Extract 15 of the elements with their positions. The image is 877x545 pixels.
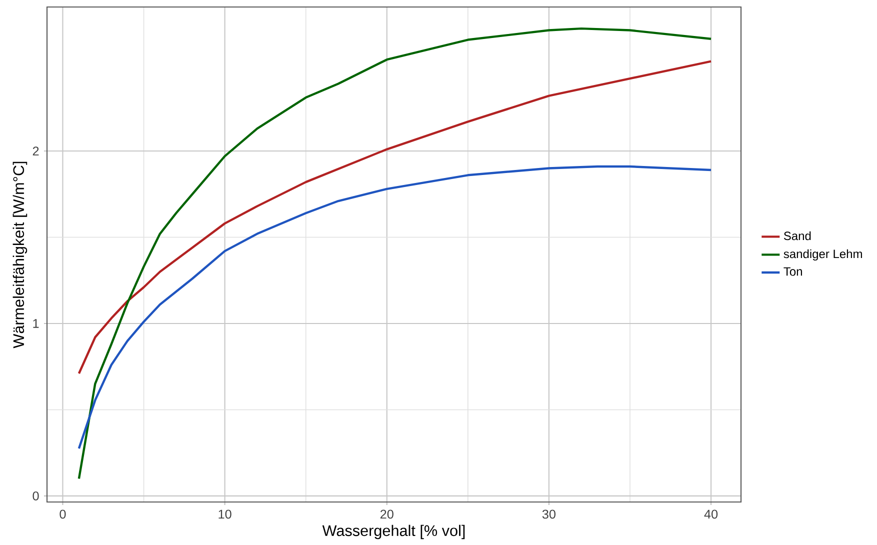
- line-series: [78, 165, 712, 450]
- x-tick-label: 10: [218, 510, 232, 519]
- x-axis-title: Wassergehalt [% vol]: [322, 524, 465, 540]
- x-tick-label: 40: [704, 510, 718, 519]
- x-tick-label: 20: [380, 510, 394, 519]
- legend-label: sandiger Lehm: [784, 249, 862, 261]
- line-series: [78, 27, 712, 480]
- x-tick-label: 0: [60, 510, 66, 519]
- y-tick-label: 1: [33, 319, 39, 328]
- legend-label: Ton: [784, 267, 802, 276]
- y-tick-label: 0: [32, 491, 39, 500]
- y-tick-label: 2: [32, 146, 39, 156]
- legend-label: Sand: [784, 231, 811, 240]
- x-tick-label: 30: [542, 510, 556, 519]
- y-axis-title: Wärmeleitfähigkeit [W/m°C]: [12, 162, 28, 348]
